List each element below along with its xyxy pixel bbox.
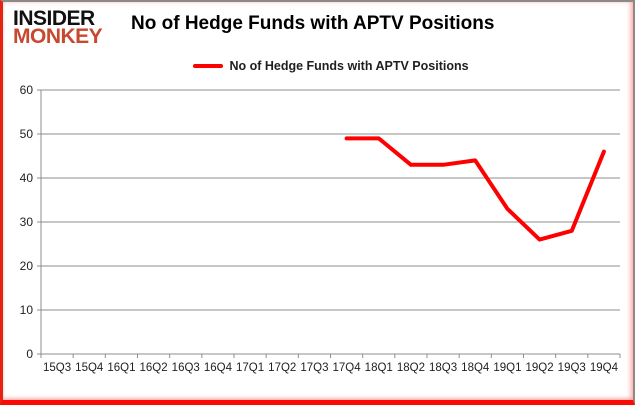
y-tick-label: 60 (20, 83, 34, 97)
x-tick-label: 18Q1 (365, 362, 393, 374)
x-tick-label: 17Q2 (268, 362, 296, 374)
y-tick-label: 20 (20, 259, 34, 273)
y-tick-label: 40 (20, 171, 34, 185)
y-tick-label: 0 (26, 347, 33, 361)
x-tick-label: 19Q1 (493, 362, 521, 374)
y-tick-label: 30 (20, 215, 34, 229)
insider-monkey-logo: INSIDER MONKEY (13, 7, 103, 48)
x-tick-label: 19Q2 (526, 362, 554, 374)
x-tick-label: 18Q4 (461, 362, 490, 374)
x-tick-label: 17Q1 (236, 362, 264, 374)
x-tick-label: 19Q3 (558, 362, 586, 374)
logo-line2: MONKEY (13, 24, 103, 48)
x-tick-label: 17Q3 (300, 362, 328, 374)
y-tick-label: 10 (20, 303, 34, 317)
y-tick-label: 50 (20, 127, 34, 141)
x-tick-label: 19Q4 (590, 362, 619, 374)
legend-line-swatch (193, 64, 224, 68)
x-tick-label: 17Q4 (333, 362, 362, 374)
x-tick-label: 16Q3 (172, 362, 200, 374)
chart-title: No of Hedge Funds with APTV Positions (131, 13, 495, 34)
x-tick-label: 16Q1 (107, 362, 135, 374)
x-tick-label: 16Q2 (140, 362, 168, 374)
logo-line1: INSIDER (13, 7, 95, 30)
x-tick-label: 15Q4 (75, 362, 104, 374)
x-tick-label: 15Q3 (43, 362, 71, 374)
series-line (344, 136, 606, 242)
x-tick-label: 18Q2 (397, 362, 425, 374)
x-tick-label: 18Q3 (429, 362, 457, 374)
legend-label: No of Hedge Funds with APTV Positions (229, 59, 469, 73)
x-tick-label: 16Q4 (204, 362, 233, 374)
legend: No of Hedge Funds with APTV Positions (41, 59, 621, 73)
